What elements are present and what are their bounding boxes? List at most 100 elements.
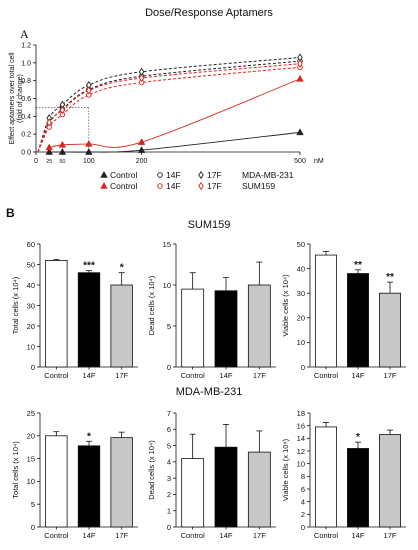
x-tick-label: 17F [115, 531, 128, 540]
y-tick-label: 4 [301, 497, 305, 506]
legend-label: Control [110, 181, 138, 191]
series-line [49, 78, 301, 148]
y-tick-label: 1 [167, 507, 171, 516]
bar-Control [181, 458, 205, 528]
y-tick-label: 15 [27, 454, 35, 463]
y-tick-label: 20 [27, 322, 35, 331]
legend-group-label: SUM159 [242, 181, 275, 191]
data-point [296, 128, 304, 136]
data-point [137, 146, 146, 153]
y-tick-label: 0.0 [21, 150, 31, 157]
y-tick-label: 10 [27, 342, 35, 351]
bar-14F [214, 446, 238, 528]
bar-Control [181, 288, 205, 368]
y-tick-label: 16 [297, 421, 305, 430]
group-title: MDA-MB-231 [176, 386, 243, 398]
x-tick-label: 14F [220, 371, 233, 380]
y-axis-label: Effect aptamers over total cell [9, 52, 16, 145]
x-tick-label: 100 [83, 158, 95, 165]
series-line [49, 131, 301, 153]
x-tick-label: 17F [384, 531, 397, 540]
data-point [59, 105, 66, 115]
y-tick-label: 1.2 [21, 43, 31, 50]
series-SUM159-14F [37, 64, 303, 153]
legend-group-label: MDA-MB-231 [242, 170, 294, 180]
y-tick-label: 8 [301, 472, 305, 481]
figure-title: Dose/Response Aptamers [145, 7, 273, 19]
bar-17F [247, 451, 271, 528]
x-tick-label: Control [181, 531, 206, 540]
significance-mark: ** [386, 272, 394, 283]
data-point [58, 140, 67, 148]
x-tick-label: Control [314, 531, 339, 540]
legend-marker [198, 181, 204, 191]
y-axis-label: Viable cells (x 10⁴) [281, 274, 290, 337]
data-point [297, 59, 303, 68]
y-axis-label: Total cells (x 10⁴) [11, 441, 20, 499]
legend-marker [100, 181, 108, 189]
data-point [45, 147, 53, 155]
data-point [138, 73, 145, 83]
significance-mark: *** [83, 261, 95, 272]
y-tick-label: 50 [27, 260, 35, 269]
bar-Control [45, 259, 68, 368]
y-tick-label: 10 [163, 281, 171, 290]
legend-marker [198, 170, 204, 180]
series-SUM159-17F [37, 59, 303, 153]
x-tick-label: 25 [46, 159, 52, 165]
legend-label: Control [110, 170, 138, 180]
series-MDA-MB-231-17F [37, 53, 303, 153]
y-tick-label: 18 [297, 409, 305, 418]
y-tick-label: 0 [31, 363, 35, 372]
y-tick-label: 60 [27, 240, 35, 249]
x-tick-label: 500 [294, 158, 306, 165]
y-tick-label: 2 [167, 490, 171, 499]
x-tick-label: Control [44, 371, 69, 380]
significance-mark: * [120, 263, 124, 274]
y-tick-label: 5 [167, 441, 171, 450]
data-point [296, 74, 304, 82]
y-axis-label: Dead cells (x 10⁴) [147, 440, 156, 500]
bar-14F [77, 445, 101, 528]
y-tick-label: 10 [27, 477, 35, 486]
y-tick-label: 10 [297, 459, 305, 468]
x-tick-label: Control [181, 371, 206, 380]
legend-label: 14F [166, 181, 181, 191]
series-line [37, 63, 301, 153]
legend-marker [157, 183, 163, 189]
y-tick-label: 2 [301, 510, 305, 519]
group-title: SUM159 [188, 219, 231, 231]
bar-chart-mda-dead: 0 1 2 3 4 5 6 7 Dead cells (x 10⁴) Control 14F 17F [147, 409, 276, 540]
data-point [86, 86, 92, 95]
x-tick-label: 14F [352, 531, 365, 540]
series-MDA-MB-231-Control [45, 128, 304, 155]
y-axis-label: Viable cells (x 10⁴) [281, 438, 290, 501]
y-tick-label: 40 [297, 264, 305, 273]
data-point [45, 143, 53, 151]
bar-17F [247, 284, 271, 368]
x-tick-label: 17F [115, 371, 128, 380]
y-tick-label: 1.0 [21, 60, 31, 67]
bar-chart-sum159-viable: 0 10 20 30 40 50 Viable cells (x 10⁴) Control **… [281, 240, 406, 380]
y-tick-label: 0 [301, 363, 305, 372]
data-point [46, 118, 52, 127]
bar-17F [110, 437, 133, 528]
bar-Control [315, 254, 337, 368]
bar-17F [379, 434, 401, 528]
bar-chart-sum159-dead: 0 5 10 15 Dead cells (x 10⁴) Control 14F 17F [147, 240, 276, 380]
x-tick-label: 17F [253, 531, 266, 540]
x-tick-label: 50 [59, 159, 65, 165]
bar-14F [214, 290, 238, 368]
bar-chart-mda-viable: 0 2 4 6 8 10 12 14 16 18 Viable cells (x 10⁴) Contr… [281, 409, 406, 540]
legend-label: 17F [207, 170, 222, 180]
y-tick-label: 10 [297, 338, 305, 347]
x-tick-label: 200 [136, 158, 148, 165]
x-tick-label: Control [314, 371, 339, 380]
x-tick-label: 17F [253, 371, 266, 380]
y-tick-label: 25 [27, 409, 35, 418]
y-tick-label: 0.6 [21, 96, 31, 103]
bar-14F [347, 273, 369, 368]
bar-Control [45, 435, 68, 528]
